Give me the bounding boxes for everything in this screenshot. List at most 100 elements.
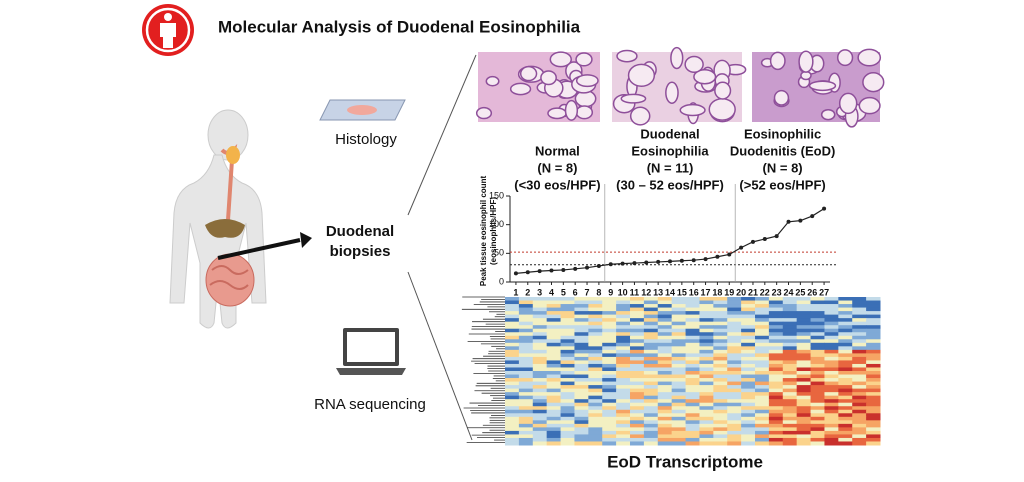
heatmap-cell xyxy=(616,346,631,351)
heatmap-cell xyxy=(824,413,839,418)
heatmap-cell xyxy=(713,332,728,337)
heatmap-cell xyxy=(796,318,812,323)
heatmap-cell xyxy=(602,332,617,337)
heatmap-cell xyxy=(782,371,798,376)
heatmap-cell xyxy=(768,395,784,400)
heatmap-cell xyxy=(643,325,659,330)
heatmap-cell xyxy=(671,399,687,404)
heatmap-cell xyxy=(630,360,645,365)
heatmap-cell xyxy=(866,300,881,305)
heatmap-cell xyxy=(755,392,770,397)
gland xyxy=(820,108,836,121)
heatmap-cell xyxy=(824,381,839,386)
heatmap-cell xyxy=(796,342,812,347)
heatmap-cell xyxy=(713,409,728,414)
heatmap-cell xyxy=(838,314,853,319)
heatmap-cell xyxy=(866,378,881,383)
heatmap-cell xyxy=(685,332,700,337)
heatmap-cell xyxy=(755,321,770,326)
heatmap-cell xyxy=(782,360,798,365)
heatmap-cell xyxy=(643,367,659,372)
heatmap-cell xyxy=(532,374,548,379)
heatmap-cell xyxy=(588,314,603,319)
heatmap-cell xyxy=(560,360,575,365)
heatmap-cell xyxy=(588,430,603,435)
heatmap-cell xyxy=(768,325,784,330)
heatmap-cell xyxy=(532,335,548,340)
heatmap-cell xyxy=(657,356,673,361)
heatmap-cell xyxy=(505,437,520,442)
heatmap-cell xyxy=(643,392,659,397)
heatmap-cell xyxy=(643,328,659,333)
gland xyxy=(519,65,538,82)
heatmap-cell xyxy=(755,434,770,439)
heatmap-cell xyxy=(532,416,548,421)
heatmap-cell xyxy=(741,363,756,368)
heatmap-cell xyxy=(824,307,839,312)
heatmap-cell xyxy=(630,406,645,411)
heatmap-cell xyxy=(810,304,825,309)
y-tick-label: 100 xyxy=(489,219,504,229)
heatmap-cell xyxy=(671,314,687,319)
heatmap-cell xyxy=(546,434,562,439)
heatmap-cell xyxy=(505,321,520,326)
heatmap-cell xyxy=(796,385,812,390)
heatmap-cell xyxy=(532,367,548,372)
heatmap-cell xyxy=(755,339,770,344)
heatmap-cell xyxy=(602,430,617,435)
heatmap-cell xyxy=(532,300,548,305)
heatmap-cell xyxy=(671,360,687,365)
heatmap-cell xyxy=(685,427,700,432)
heatmap-cell xyxy=(755,304,770,309)
heatmap-cell xyxy=(852,406,867,411)
heatmap-cell xyxy=(713,318,728,323)
heatmap-cell xyxy=(602,434,617,439)
heatmap-cell xyxy=(685,406,700,411)
heatmap-cell xyxy=(713,353,728,358)
heatmap-cell xyxy=(796,399,812,404)
heatmap-cell xyxy=(741,318,756,323)
heatmap-cell xyxy=(657,353,673,358)
heatmap-cell xyxy=(810,441,825,446)
heatmap-cell xyxy=(685,437,700,442)
heatmap-cell xyxy=(866,332,881,337)
heatmap-cell xyxy=(866,413,881,418)
slide-icon xyxy=(319,99,406,121)
heatmap-cell xyxy=(796,314,812,319)
heatmap-cell xyxy=(532,399,548,404)
heatmap-cell xyxy=(505,441,520,446)
heatmap-cell xyxy=(699,423,714,428)
heatmap-cell xyxy=(616,353,631,358)
heatmap-cell xyxy=(796,413,812,418)
heatmap-cell xyxy=(782,307,798,312)
heatmap-cell xyxy=(755,406,770,411)
heatmap-cell xyxy=(866,430,881,435)
heatmap-cell xyxy=(755,342,770,347)
heatmap-cell xyxy=(602,423,617,428)
heatmap-cell xyxy=(685,371,700,376)
heatmap-cell xyxy=(699,420,714,425)
heatmap-cell xyxy=(755,346,770,351)
heatmap-cell xyxy=(616,304,631,309)
heatmap-cell xyxy=(560,311,575,316)
heatmap-cell xyxy=(685,388,700,393)
y-tick-label: 50 xyxy=(494,248,504,258)
heatmap-cell xyxy=(574,311,589,316)
heatmap-cell xyxy=(588,318,603,323)
heatmap-cell xyxy=(588,409,603,414)
heatmap-cell xyxy=(727,413,742,418)
heatmap-cell xyxy=(643,307,659,312)
heatmap-cell xyxy=(518,420,534,425)
heatmap-cell xyxy=(810,420,825,425)
heatmap-cell xyxy=(560,363,575,368)
heatmap-cell xyxy=(643,371,659,376)
heatmap-cell xyxy=(671,430,687,435)
heatmap-cell xyxy=(630,318,645,323)
heatmap-cell xyxy=(796,321,812,326)
heatmap-cell xyxy=(560,371,575,376)
heatmap-cell xyxy=(616,314,631,319)
heatmap-cell xyxy=(768,314,784,319)
heatmap-cell xyxy=(852,342,867,347)
heatmap-cell xyxy=(643,356,659,361)
